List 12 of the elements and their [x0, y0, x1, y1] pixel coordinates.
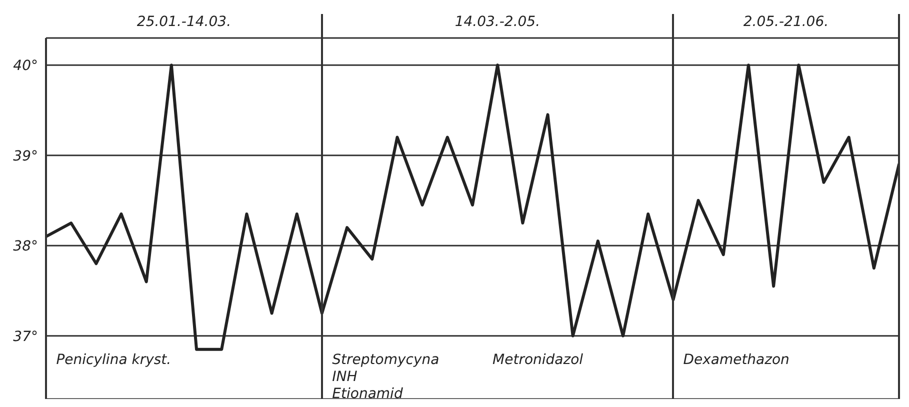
text: 14.03.-2.05.: [454, 14, 540, 31]
y-tick-label: 39°: [13, 148, 38, 164]
y-tick-label: 38°: [13, 238, 38, 255]
y-tick-label: 40°: [13, 58, 38, 74]
annotation: Dexamethazon: [683, 352, 790, 369]
text: 25.01.-14.03.: [136, 14, 232, 31]
annotation: Streptomycyna INH Etionamid: [332, 352, 440, 403]
y-tick-label: 37°: [13, 328, 38, 345]
line-series: [46, 64, 899, 351]
annotation: Metronidazol: [492, 352, 584, 369]
text: 2.05.-21.06.: [743, 14, 829, 31]
annotation: Penicylina kryst.: [56, 352, 172, 369]
